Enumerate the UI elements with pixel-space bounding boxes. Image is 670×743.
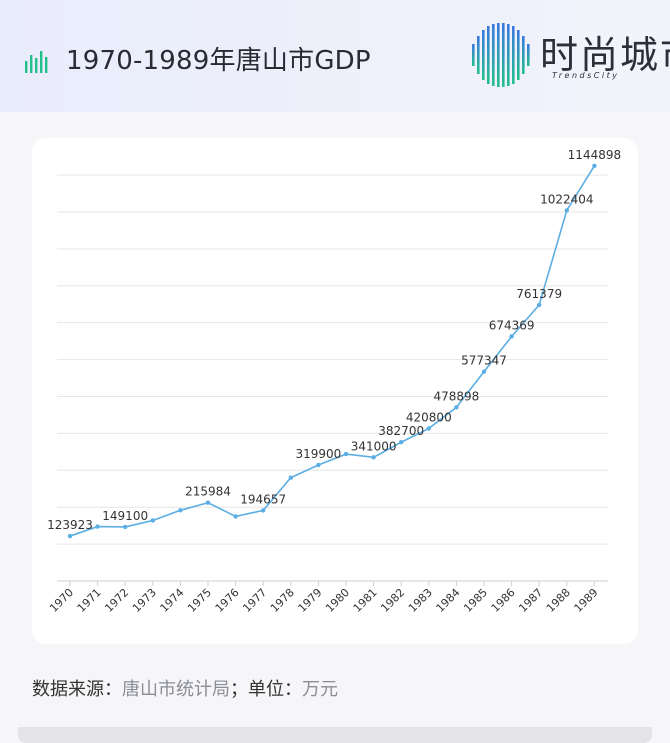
header: 1970-1989年唐山市GDP bbox=[0, 0, 670, 112]
data-point bbox=[592, 163, 597, 169]
x-tick-label: 1983 bbox=[406, 586, 435, 615]
data-label: 319900 bbox=[295, 447, 341, 461]
x-tick-label: 1982 bbox=[378, 586, 407, 615]
data-label: 149100 bbox=[102, 509, 148, 523]
data-label: 123923 bbox=[47, 518, 93, 532]
data-label: 215984 bbox=[185, 485, 231, 499]
brand-logo-icon bbox=[472, 23, 530, 87]
x-tick-label: 1972 bbox=[102, 586, 131, 615]
x-tick-label: 1977 bbox=[240, 586, 269, 615]
data-label: 194657 bbox=[240, 492, 286, 506]
data-point bbox=[564, 208, 569, 213]
data-point bbox=[150, 518, 155, 523]
data-point bbox=[233, 514, 238, 519]
x-tick-label: 1986 bbox=[489, 586, 518, 615]
brand-logo-subtext: TrendsCity bbox=[552, 71, 620, 80]
data-source: 数据来源：唐山市统计局；单位：万元 bbox=[32, 675, 338, 701]
data-point bbox=[509, 334, 514, 339]
x-tick-label: 1987 bbox=[516, 586, 545, 615]
x-tick-label: 1979 bbox=[296, 586, 325, 615]
data-point bbox=[261, 508, 266, 513]
unit-label: ；单位： bbox=[230, 679, 302, 700]
data-label: 341000 bbox=[351, 439, 397, 453]
brand-logo: 时尚城市 TrendsCity bbox=[470, 22, 670, 88]
data-point bbox=[371, 455, 376, 460]
data-point bbox=[454, 405, 459, 410]
x-tick-label: 1985 bbox=[461, 586, 490, 615]
unit-value: 万元 bbox=[302, 679, 338, 700]
bar-chart-icon bbox=[25, 51, 48, 73]
x-tick-label: 1973 bbox=[130, 586, 159, 615]
data-point bbox=[426, 426, 431, 431]
data-label: 1022404 bbox=[540, 192, 593, 206]
data-label: 478898 bbox=[433, 389, 479, 403]
data-point bbox=[288, 475, 293, 480]
x-tick-label: 1971 bbox=[75, 586, 104, 615]
page-title: 1970-1989年唐山市GDP bbox=[66, 46, 371, 76]
data-point bbox=[178, 508, 183, 513]
data-point bbox=[123, 524, 128, 530]
x-tick-label: 1984 bbox=[434, 586, 463, 615]
data-label: 382700 bbox=[378, 424, 424, 438]
x-tick-label: 1980 bbox=[323, 586, 352, 615]
chart-card: 1970 123923 1971 1972 149100 1973 1974 1975 2159… bbox=[32, 138, 638, 644]
data-point bbox=[95, 524, 100, 529]
x-tick-label: 1975 bbox=[185, 586, 214, 615]
data-point bbox=[481, 369, 487, 374]
series-line bbox=[69, 165, 596, 537]
source-label: 数据来源： bbox=[32, 679, 122, 700]
data-label: 761379 bbox=[516, 287, 562, 301]
data-point bbox=[399, 440, 404, 445]
brand-logo-text: 时尚城市 bbox=[540, 33, 670, 77]
data-point bbox=[316, 462, 321, 468]
data-label: 420800 bbox=[406, 410, 452, 424]
data-label: 1144898 bbox=[568, 148, 621, 162]
x-tick-label: 1970 bbox=[47, 586, 76, 615]
data-point bbox=[67, 533, 73, 539]
data-label: 577347 bbox=[461, 354, 507, 368]
x-tick-label: 1989 bbox=[572, 586, 601, 615]
data-point bbox=[537, 302, 542, 308]
data-point bbox=[343, 451, 349, 457]
data-point bbox=[205, 500, 211, 505]
x-tick-label: 1974 bbox=[158, 586, 187, 615]
x-tick-label: 1981 bbox=[351, 586, 380, 615]
x-tick-label: 1976 bbox=[213, 586, 242, 615]
x-tick-label: 1978 bbox=[268, 586, 297, 615]
bottom-strip bbox=[18, 727, 652, 743]
data-label: 674369 bbox=[489, 318, 535, 332]
x-tick-label: 1988 bbox=[544, 586, 573, 615]
source-value: 唐山市统计局 bbox=[122, 679, 230, 700]
